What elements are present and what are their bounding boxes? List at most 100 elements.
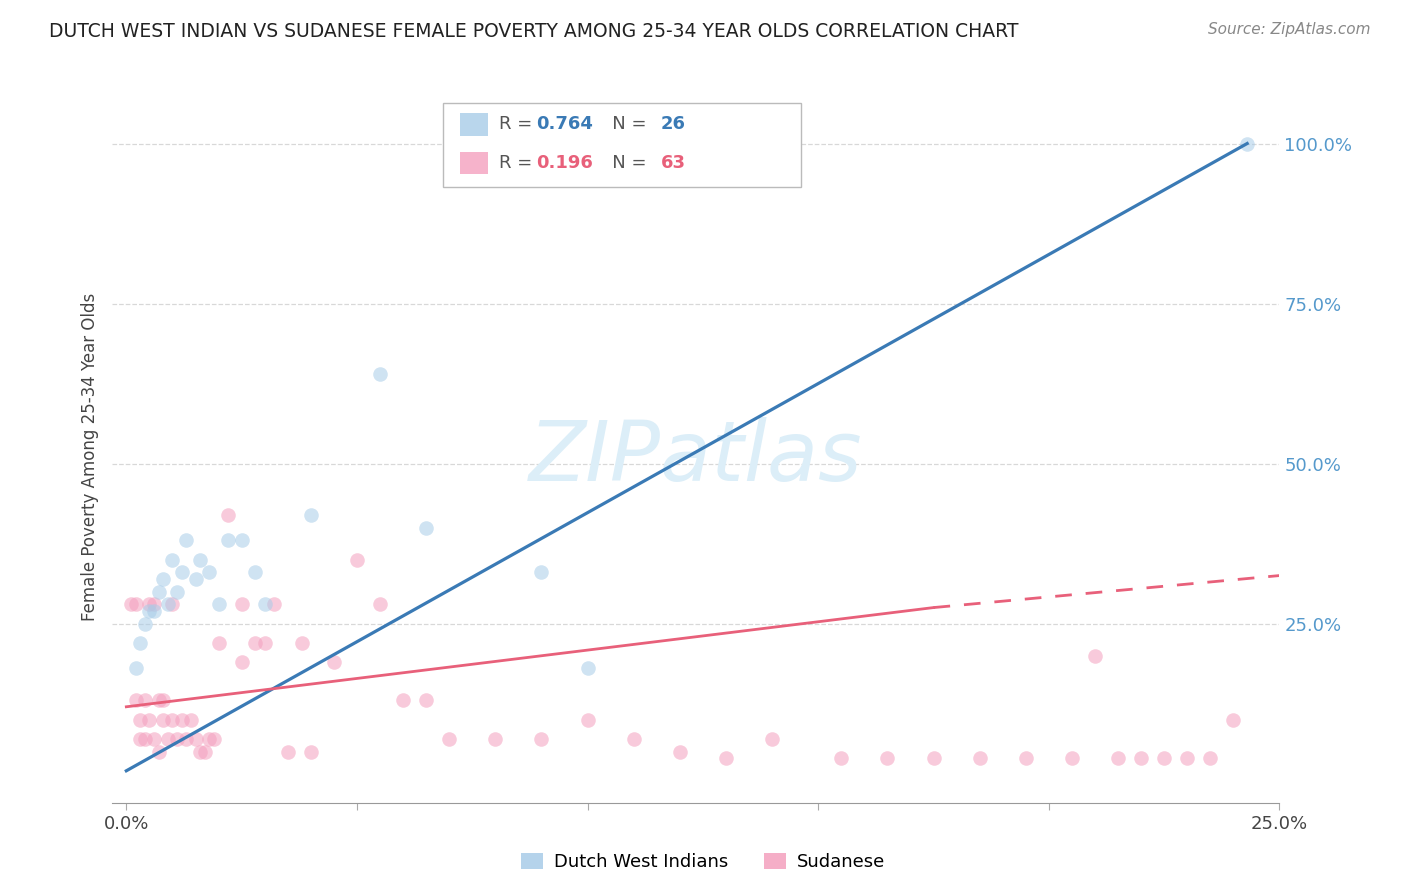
- Text: N =: N =: [595, 115, 652, 134]
- Point: [392, 693, 415, 707]
- Point: [194, 745, 217, 759]
- Y-axis label: Female Poverty Among 25-34 Year Olds: Female Poverty Among 25-34 Year Olds: [80, 293, 98, 621]
- Point: [129, 713, 152, 727]
- Point: [170, 566, 193, 580]
- Point: [1236, 136, 1258, 151]
- Point: [1175, 751, 1198, 765]
- Point: [277, 745, 299, 759]
- Point: [184, 572, 207, 586]
- Point: [1107, 751, 1129, 765]
- Text: R =: R =: [499, 153, 538, 172]
- Point: [162, 552, 184, 566]
- Point: [188, 745, 211, 759]
- Point: [437, 731, 460, 746]
- Point: [876, 751, 898, 765]
- Point: [143, 598, 166, 612]
- Point: [263, 598, 285, 612]
- Point: [143, 731, 166, 746]
- Point: [148, 693, 170, 707]
- Point: [576, 661, 599, 675]
- Point: [198, 566, 221, 580]
- Point: [1084, 648, 1107, 663]
- Text: R =: R =: [499, 115, 538, 134]
- Point: [253, 636, 276, 650]
- Point: [1222, 713, 1244, 727]
- Point: [120, 598, 142, 612]
- Point: [166, 584, 188, 599]
- Point: [202, 731, 225, 746]
- Point: [170, 713, 193, 727]
- Point: [245, 566, 267, 580]
- Point: [174, 533, 197, 548]
- Text: Source: ZipAtlas.com: Source: ZipAtlas.com: [1208, 22, 1371, 37]
- Point: [291, 636, 314, 650]
- Point: [162, 713, 184, 727]
- Point: [714, 751, 737, 765]
- Point: [761, 731, 783, 746]
- Point: [368, 598, 391, 612]
- Text: 0.196: 0.196: [536, 153, 592, 172]
- Point: [231, 533, 253, 548]
- Point: [830, 751, 852, 765]
- Point: [1153, 751, 1175, 765]
- Point: [346, 552, 368, 566]
- Point: [152, 713, 174, 727]
- Point: [143, 604, 166, 618]
- Point: [969, 751, 991, 765]
- Point: [129, 636, 152, 650]
- Point: [299, 745, 322, 759]
- Point: [156, 598, 179, 612]
- Point: [148, 584, 170, 599]
- Point: [134, 616, 156, 631]
- Point: [415, 693, 437, 707]
- Point: [166, 731, 188, 746]
- Point: [129, 731, 152, 746]
- Legend: Dutch West Indians, Sudanese: Dutch West Indians, Sudanese: [515, 846, 891, 879]
- Point: [530, 566, 553, 580]
- Point: [576, 713, 599, 727]
- Point: [207, 598, 229, 612]
- Point: [484, 731, 506, 746]
- Point: [124, 693, 146, 707]
- Text: 0.764: 0.764: [536, 115, 592, 134]
- Point: [253, 598, 276, 612]
- Point: [124, 598, 146, 612]
- Point: [1130, 751, 1153, 765]
- Point: [184, 731, 207, 746]
- Point: [368, 367, 391, 381]
- Text: N =: N =: [595, 153, 652, 172]
- Point: [245, 636, 267, 650]
- Text: 63: 63: [661, 153, 686, 172]
- Point: [188, 552, 211, 566]
- Point: [217, 508, 239, 522]
- Point: [174, 731, 197, 746]
- Point: [1199, 751, 1222, 765]
- Point: [217, 533, 239, 548]
- Point: [138, 598, 160, 612]
- Point: [152, 572, 174, 586]
- Point: [198, 731, 221, 746]
- Point: [124, 661, 146, 675]
- Point: [152, 693, 174, 707]
- Point: [180, 713, 202, 727]
- Point: [530, 731, 553, 746]
- Text: DUTCH WEST INDIAN VS SUDANESE FEMALE POVERTY AMONG 25-34 YEAR OLDS CORRELATION C: DUTCH WEST INDIAN VS SUDANESE FEMALE POV…: [49, 22, 1019, 41]
- Point: [415, 520, 437, 534]
- Point: [162, 598, 184, 612]
- Point: [138, 604, 160, 618]
- Point: [231, 655, 253, 669]
- Point: [1060, 751, 1083, 765]
- Text: ZIPatlas: ZIPatlas: [529, 417, 863, 498]
- Point: [299, 508, 322, 522]
- Point: [207, 636, 229, 650]
- Point: [134, 693, 156, 707]
- Point: [322, 655, 344, 669]
- Point: [148, 745, 170, 759]
- Point: [1015, 751, 1038, 765]
- Point: [623, 731, 645, 746]
- Text: 26: 26: [661, 115, 686, 134]
- Point: [134, 731, 156, 746]
- Point: [669, 745, 692, 759]
- Point: [231, 598, 253, 612]
- Point: [156, 731, 179, 746]
